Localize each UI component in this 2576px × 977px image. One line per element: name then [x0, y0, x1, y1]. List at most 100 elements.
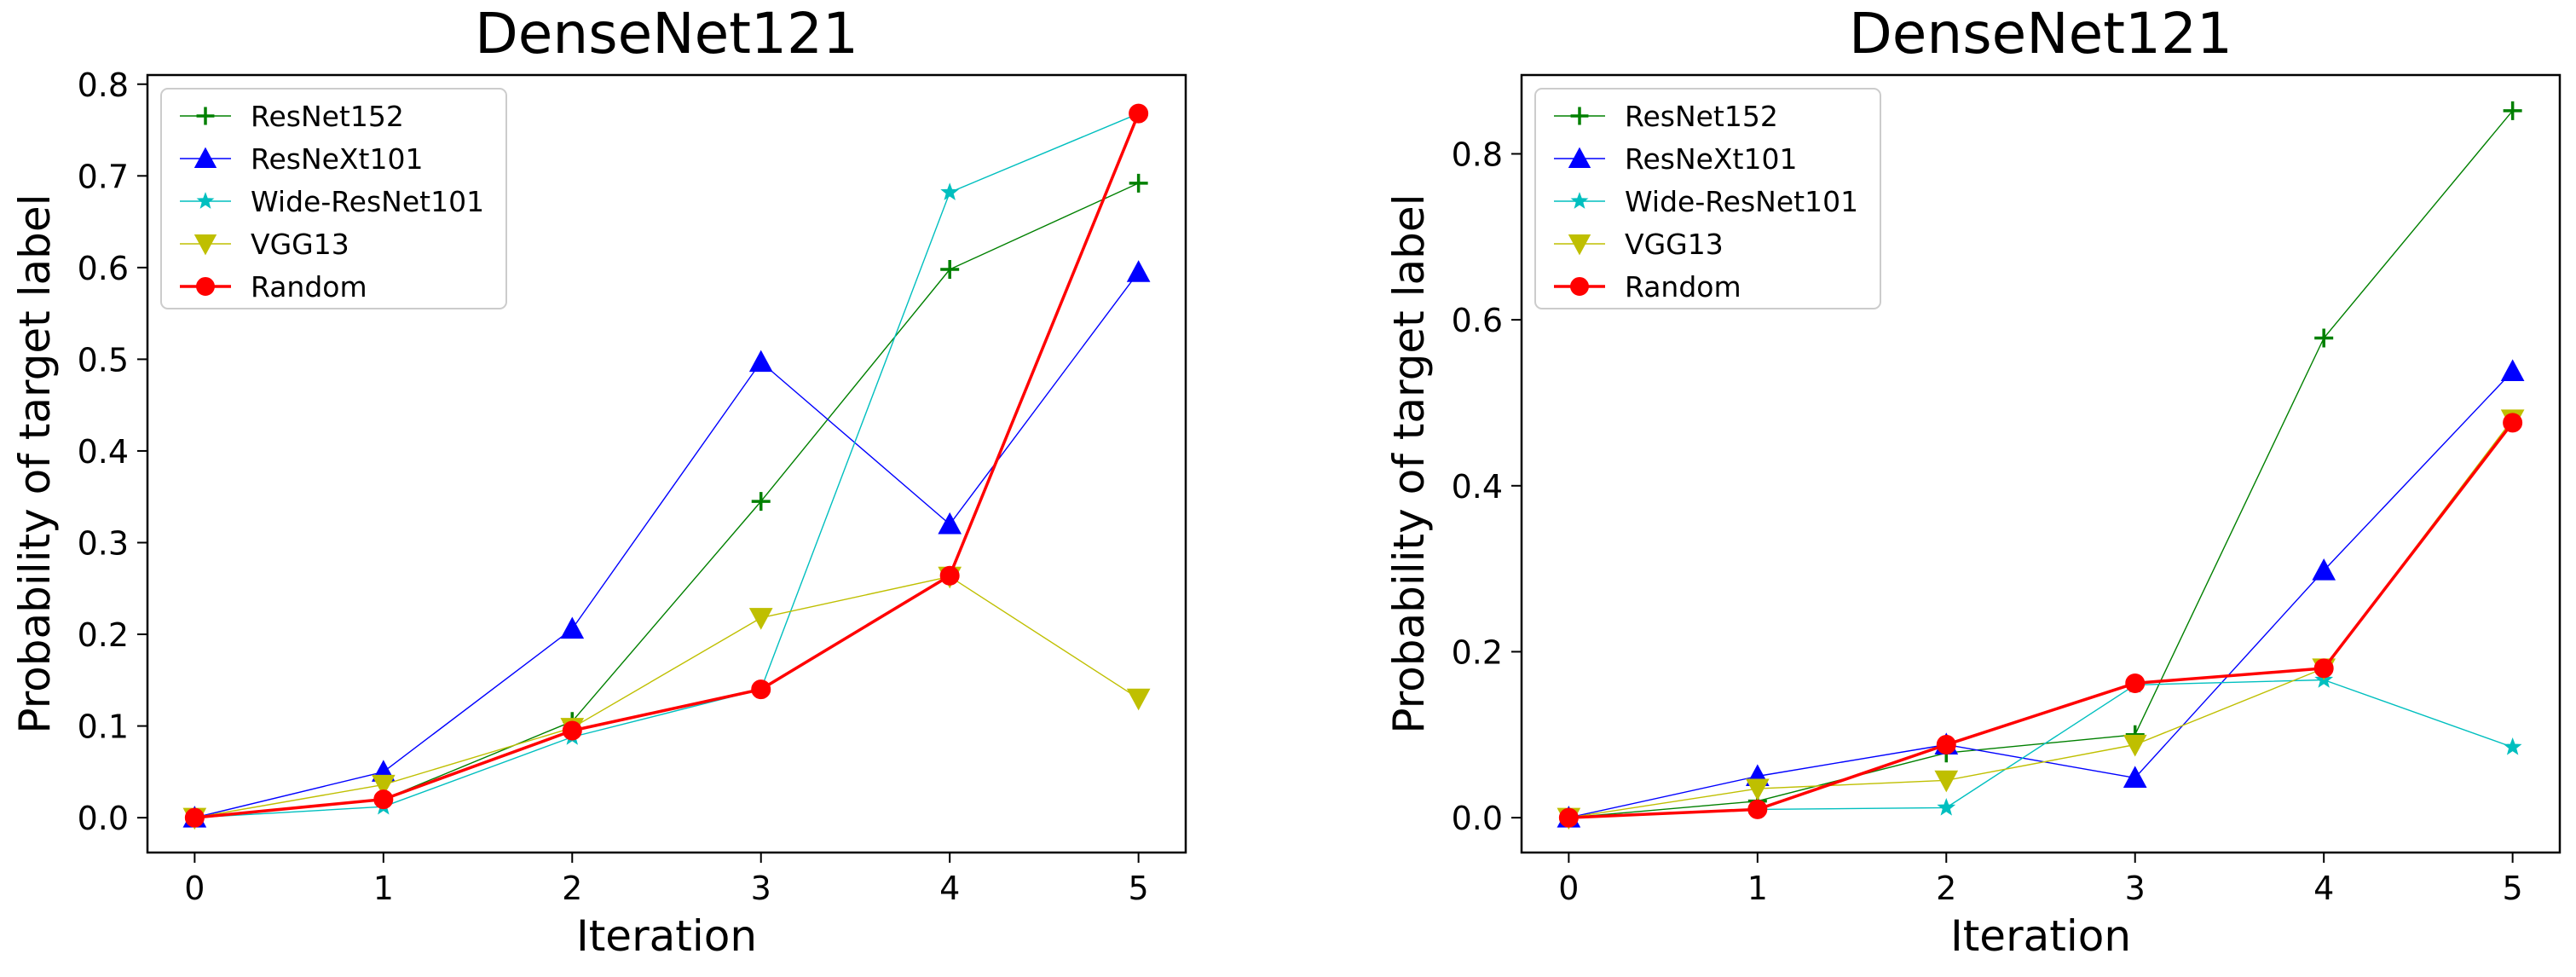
data-point	[1934, 770, 1959, 793]
x-axis-label: Iteration	[1950, 911, 2131, 961]
data-point	[938, 512, 962, 535]
y-axis-label: Probability of target label	[10, 194, 60, 733]
data-point	[1558, 807, 1579, 828]
data-point	[184, 807, 205, 828]
x-tick-label: 4	[939, 870, 960, 907]
x-tick-label: 1	[373, 870, 394, 907]
x-tick-label: 4	[2313, 870, 2334, 907]
data-point	[940, 182, 960, 200]
x-tick-label: 0	[184, 870, 205, 907]
series-line	[194, 113, 1139, 818]
series-random	[1558, 413, 2523, 828]
series-wide-resnet101	[1559, 670, 2522, 826]
x-tick-label: 2	[1936, 870, 1956, 907]
y-tick-label: 0.8	[78, 66, 129, 104]
data-point	[1745, 778, 1770, 801]
data-point	[1126, 260, 1151, 282]
data-point	[939, 565, 960, 586]
x-tick-label: 3	[2125, 870, 2146, 907]
x-tick-label: 1	[1747, 870, 1768, 907]
data-point	[560, 616, 585, 639]
series-line	[194, 271, 1140, 818]
legend-marker	[1568, 147, 1591, 168]
series-line	[1568, 110, 2514, 818]
data-point	[562, 720, 582, 741]
data-point	[751, 679, 771, 700]
y-tick-label: 0.7	[78, 158, 129, 195]
plot-frame	[1520, 73, 2562, 854]
legend-label: VGG13	[1625, 228, 1724, 261]
chart-title: DenseNet121	[475, 1, 858, 66]
data-point	[1747, 799, 1768, 819]
legend-marker	[193, 234, 217, 256]
series-resnext101	[1557, 359, 2525, 828]
legend-marker	[196, 107, 215, 125]
series-line	[194, 113, 1141, 819]
y-tick-label: 0.2	[78, 616, 129, 654]
y-tick-label: 0.2	[1452, 633, 1503, 671]
y-tick-label: 0.8	[1452, 136, 1503, 173]
data-point	[2313, 658, 2334, 679]
series-line	[1568, 419, 2514, 818]
data-point	[2312, 558, 2336, 581]
legend-marker	[1570, 107, 1589, 125]
data-point	[1129, 103, 1149, 124]
y-tick-label: 0.0	[1452, 800, 1503, 837]
data-point	[748, 608, 773, 630]
y-axis-label: Probability of target label	[1384, 194, 1434, 733]
y-tick-label: 0.5	[78, 341, 129, 379]
series-line	[1568, 421, 2514, 819]
data-point	[1937, 798, 1956, 816]
legend-label: ResNet152	[251, 100, 404, 133]
data-point	[2314, 328, 2334, 348]
chart-2: DenseNet121 0.0 0.2 0.4 0.6 0.8 0 1 2 3 4 5 Iteratio…	[1384, 1, 2562, 961]
legend-marker	[1570, 277, 1589, 296]
legend-marker	[1570, 192, 1589, 209]
legend-label: ResNet152	[1625, 100, 1778, 133]
series-vgg13	[1557, 409, 2525, 830]
data-point	[2123, 766, 2147, 788]
series-random	[184, 103, 1149, 828]
legend-marker	[1568, 234, 1591, 256]
series-line	[194, 575, 1139, 818]
legend-label: ResNeXt101	[251, 142, 423, 176]
data-point	[2125, 673, 2146, 693]
data-point	[2123, 734, 2147, 757]
legend-label: VGG13	[251, 228, 349, 261]
data-point	[371, 774, 396, 797]
legend-label: Random	[1625, 270, 1741, 304]
y-tick-label: 0.4	[1452, 468, 1503, 506]
data-point	[748, 350, 773, 373]
data-point	[2503, 737, 2522, 755]
x-tick-label: 5	[2503, 870, 2523, 907]
x-tick-label: 2	[562, 870, 582, 907]
y-tick-label: 0.1	[78, 708, 129, 746]
series-resnext101	[182, 260, 1151, 828]
legend-marker	[193, 147, 217, 168]
plot-frame	[146, 73, 1187, 854]
data-point	[1129, 173, 1148, 193]
legend-marker	[196, 277, 215, 296]
legend-box	[160, 88, 507, 309]
data-point	[940, 260, 960, 279]
y-tick-label: 0.6	[1452, 302, 1503, 339]
x-tick-label: 5	[1129, 870, 1149, 907]
x-tick-label: 0	[1558, 870, 1579, 907]
legend-label: Wide-ResNet101	[251, 185, 484, 218]
data-point	[2503, 413, 2523, 433]
legend-label: Wide-ResNet101	[1625, 185, 1858, 218]
data-point	[2500, 359, 2525, 382]
chart-title: DenseNet121	[1849, 1, 2232, 66]
series-line	[1568, 679, 2513, 818]
legend-label: ResNeXt101	[1625, 142, 1797, 176]
legend-box	[1534, 88, 1881, 309]
legend: ResNet152 ResNeXt101 Wide-ResNet101 VGG13 Ra…	[1534, 88, 1881, 309]
data-point	[2503, 101, 2522, 120]
y-tick-label: 0.6	[78, 250, 129, 287]
data-point	[1126, 688, 1151, 711]
series-line	[1568, 371, 2514, 818]
x-axis-label: Iteration	[576, 911, 757, 961]
chart-1: DenseNet121 0.0 0.1 0.2 0.3 0.4 0.5 0.6 0.7 0.8 0 1…	[10, 1, 1187, 961]
data-point	[751, 492, 771, 512]
data-point	[1936, 734, 1956, 754]
